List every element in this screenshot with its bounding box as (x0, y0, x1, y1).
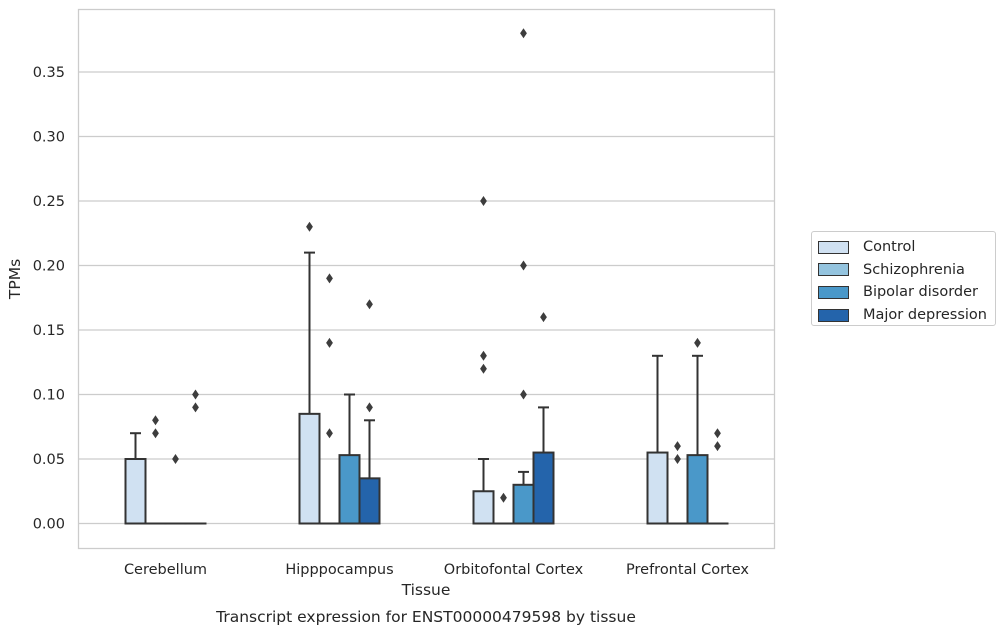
box (472, 490, 495, 525)
x-tick-label: Cerebellum (124, 562, 207, 578)
x-tick-label: Orbitofontal Cortex (444, 562, 584, 578)
legend-label: Control (863, 239, 916, 256)
legend-label: Major depression (863, 307, 987, 324)
legend-label: Schizophrenia (863, 261, 965, 278)
box-bipolar-disorder (338, 393, 361, 525)
box-control (472, 196, 495, 525)
y-tick-label: 0.25 (33, 194, 65, 210)
outlier-point (520, 389, 527, 400)
outlier-point (192, 402, 199, 413)
y-axis-ticks: 0.00 0.05 0.10 0.15 0.20 0.25 0.30 0.35 (33, 65, 65, 533)
outlier-point (520, 260, 527, 271)
legend-swatch (818, 285, 849, 299)
box-bipolar-disorder (512, 28, 535, 525)
outlier-point (152, 428, 159, 439)
outlier-point (540, 312, 547, 323)
box (358, 477, 381, 525)
outlier-point (326, 337, 333, 348)
x-tick-label: Prefrontal Cortex (626, 562, 749, 578)
chart-title: Transcript expression for ENST0000047959… (215, 608, 636, 626)
box-control (298, 221, 321, 525)
legend-swatch (818, 263, 849, 277)
legend-item: Major depression (818, 304, 995, 327)
box (338, 454, 361, 525)
y-tick-label: 0.15 (33, 323, 65, 339)
box-major-depression (184, 389, 207, 525)
outlier-point (152, 415, 159, 426)
box-schizophrenia (492, 492, 515, 525)
outlier-point (500, 492, 507, 503)
outlier-point (480, 350, 487, 361)
y-tick-label: 0.10 (33, 388, 65, 404)
outlier-point (366, 299, 373, 310)
box-control (124, 432, 147, 525)
box-schizophrenia (318, 273, 341, 525)
legend-item: Control (818, 236, 995, 259)
outlier-point (480, 196, 487, 206)
box-control (646, 354, 669, 525)
outlier-point (172, 454, 179, 464)
box-bipolar-disorder (164, 454, 187, 525)
legend-swatch (818, 240, 849, 254)
outlier-point (714, 441, 721, 452)
box-schizophrenia (666, 441, 689, 525)
box (532, 451, 555, 525)
outlier-point (674, 441, 681, 452)
box (646, 451, 669, 525)
outlier-point (674, 454, 681, 464)
plot-area-frame (77, 8, 776, 550)
box (512, 483, 535, 525)
x-axis-ticks: Cerebellum Hipppocampus Orbitofontal Corte… (124, 562, 749, 578)
box-major-depression (532, 312, 555, 525)
x-axis-label: Tissue (401, 581, 451, 599)
outlier-point (326, 273, 333, 284)
y-tick-label: 0.00 (33, 517, 65, 533)
legend-swatch (818, 308, 849, 322)
y-axis-label: TPMs (6, 259, 24, 300)
outlier-point (192, 389, 199, 400)
legend-item: Bipolar disorder (818, 281, 995, 304)
legend-label: Bipolar disorder (863, 284, 978, 301)
y-tick-label: 0.35 (33, 65, 65, 81)
legend: Control Schizophrenia Bipolar disorder Majo… (811, 231, 996, 326)
x-tick-label: Hipppocampus (285, 562, 393, 578)
box (686, 454, 709, 525)
box (298, 412, 321, 525)
outlier-point (366, 402, 373, 413)
box-bipolar-disorder (686, 337, 709, 525)
outlier-point (480, 363, 487, 374)
box-schizophrenia (144, 415, 167, 525)
outlier-point (714, 428, 721, 439)
gridlines (78, 71, 775, 525)
y-tick-label: 0.20 (33, 259, 65, 275)
box-major-depression (706, 428, 729, 525)
y-tick-label: 0.30 (33, 130, 65, 146)
box (124, 458, 147, 525)
outlier-point (306, 221, 313, 232)
box-marks (124, 28, 729, 525)
outlier-point (326, 428, 333, 439)
outlier-point (520, 28, 527, 39)
legend-item: Schizophrenia (818, 259, 995, 282)
box-major-depression (358, 299, 381, 525)
y-tick-label: 0.05 (33, 452, 65, 468)
outlier-point (694, 337, 701, 348)
